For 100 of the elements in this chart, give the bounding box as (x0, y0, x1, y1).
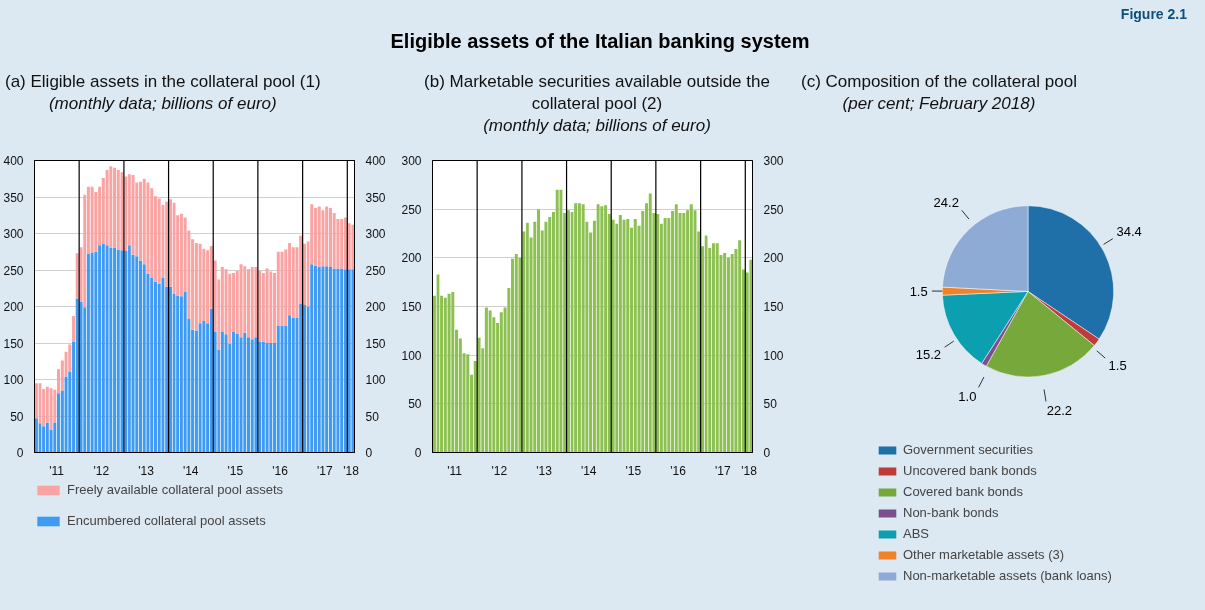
bar (157, 198, 161, 284)
x-tick-label: '12 (491, 463, 508, 478)
x-tick-label: '18 (741, 463, 758, 478)
bar (138, 181, 143, 261)
y2-tick-label: 50 (365, 409, 380, 424)
x-tick-label: '15 (625, 463, 642, 478)
legend-label: Uncovered bank bonds (903, 463, 1037, 478)
bar (232, 332, 235, 453)
bar (555, 189, 559, 453)
data-label: 15.2 (915, 346, 942, 362)
bar (622, 219, 626, 453)
bar (90, 186, 94, 253)
bar (328, 267, 332, 453)
bar (689, 204, 693, 453)
legend-label: Other marketable assets (3) (903, 547, 1065, 562)
chart-subtitle: (monthly data; billions of euro) (48, 94, 277, 114)
bar (466, 354, 470, 453)
bar (239, 264, 243, 338)
bar (49, 388, 53, 430)
bar (317, 267, 321, 453)
legend-label: Non-marketable assets (bank loans) (903, 568, 1112, 583)
bar (340, 268, 344, 453)
bar (194, 242, 198, 331)
bar (168, 286, 172, 453)
bar (574, 203, 578, 453)
bar (105, 245, 109, 453)
bar (730, 253, 734, 453)
x-tick-label: '11 (49, 463, 65, 478)
bar (291, 247, 295, 318)
bar (243, 266, 247, 333)
x-tick-label: '16 (272, 463, 289, 478)
y-tick-label: 0 (414, 446, 422, 460)
bar (202, 248, 206, 322)
y2-tick-label: 0 (763, 446, 771, 460)
bar (72, 315, 75, 342)
bar (128, 245, 131, 453)
bar (34, 383, 38, 419)
bar (451, 291, 455, 453)
bar (559, 189, 563, 453)
y2-tick-label: 100 (365, 373, 386, 387)
bar (511, 258, 515, 453)
x-tick-label: '16 (670, 463, 687, 478)
bar (101, 243, 105, 453)
y2-tick-label: 150 (365, 336, 386, 351)
y-tick-label: 300 (401, 154, 422, 168)
bar (235, 333, 239, 453)
bar (113, 248, 117, 453)
bar (310, 264, 314, 453)
y-tick-label: 300 (3, 227, 24, 241)
y2-tick-label: 50 (763, 397, 778, 412)
bar (704, 235, 708, 453)
bar (343, 217, 347, 270)
bar (250, 339, 254, 453)
bar (239, 337, 243, 453)
y2-tick-label: 200 (365, 300, 386, 314)
x-tick-label: '12 (93, 463, 110, 478)
bar (484, 307, 488, 453)
bar (246, 269, 251, 338)
bar (633, 218, 637, 453)
bar (280, 251, 284, 326)
bar (488, 310, 492, 453)
bar (577, 203, 581, 453)
y2-tick-label: 350 (365, 190, 386, 205)
bar (526, 222, 529, 453)
bar (343, 269, 347, 453)
bar (179, 213, 183, 297)
bar (131, 175, 135, 255)
bar (206, 250, 210, 324)
bar (336, 268, 340, 453)
bar (220, 332, 224, 453)
bar (161, 278, 165, 453)
bar (536, 209, 541, 453)
bar (243, 332, 247, 453)
bar (443, 297, 447, 453)
chart-title: (a) Eligible assets in the collateral pool (1) (5, 72, 321, 91)
legend-label: Freely available collateral pool assets (67, 482, 284, 497)
bar (150, 278, 154, 453)
y2-tick-label: 100 (763, 348, 784, 363)
chart-subtitle: (per cent; February 2018) (842, 94, 1036, 114)
y-tick-label: 150 (401, 300, 422, 314)
data-label: 22.2 (1046, 403, 1073, 419)
x-tick-label: '14 (580, 463, 597, 478)
bar (109, 248, 113, 453)
bar (113, 167, 117, 249)
x-tick-label: '18 (343, 463, 360, 478)
bar (288, 315, 292, 453)
bar (325, 266, 329, 453)
bar (314, 265, 317, 453)
bar (548, 216, 552, 453)
chart-subtitle: (monthly data; billions of euro) (483, 116, 711, 136)
bar (198, 323, 202, 453)
x-tick-label: '14 (182, 463, 199, 478)
bar (317, 206, 321, 268)
y2-tick-label: 0 (365, 446, 373, 460)
data-label: 1.5 (1108, 358, 1127, 373)
x-tick-label: '11 (447, 463, 463, 478)
y-tick-label: 350 (3, 190, 24, 205)
y2-tick-label: 400 (365, 154, 386, 168)
bar (321, 266, 325, 453)
bar (596, 204, 600, 453)
